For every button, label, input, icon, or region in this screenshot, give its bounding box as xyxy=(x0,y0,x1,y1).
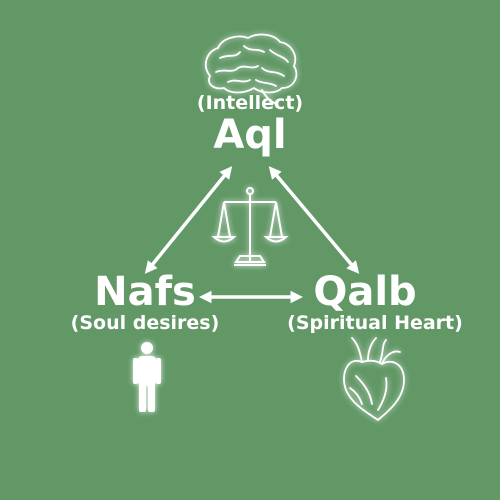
nafs-sublabel: (Soul desires) xyxy=(70,312,220,334)
qalb-sublabel: (Spiritual Heart) xyxy=(287,312,463,334)
person-icon xyxy=(133,342,161,412)
nafs-label: Nafs xyxy=(94,269,196,315)
aql-label: Aql xyxy=(213,112,287,158)
balance-scale-icon xyxy=(211,187,289,266)
arrow-aql-qalb xyxy=(268,166,360,274)
arrow-aql-nafs xyxy=(144,166,233,274)
anatomical-heart-icon xyxy=(343,337,405,421)
brain-icon xyxy=(204,33,298,105)
qalb-label: Qalb xyxy=(313,269,417,315)
aql-sublabel: (Intellect) xyxy=(196,92,304,114)
